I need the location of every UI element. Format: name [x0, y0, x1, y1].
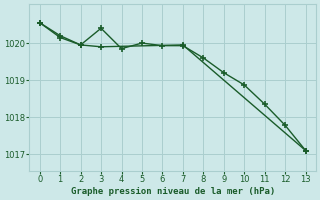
- X-axis label: Graphe pression niveau de la mer (hPa): Graphe pression niveau de la mer (hPa): [70, 187, 275, 196]
